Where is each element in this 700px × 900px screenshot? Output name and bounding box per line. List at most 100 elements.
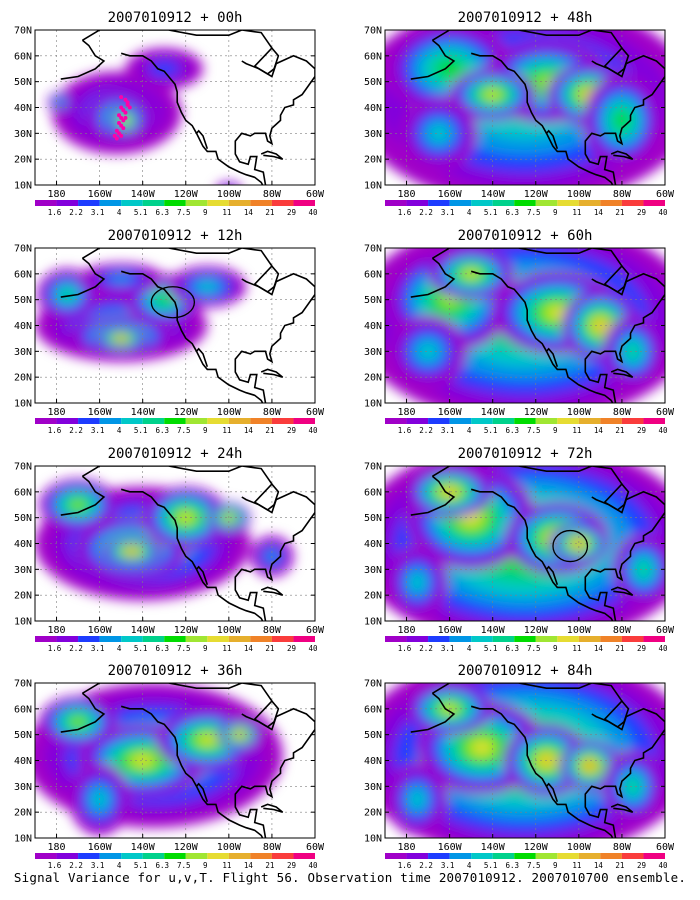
x-tick-label: 80W — [613, 189, 632, 200]
coastline — [470, 488, 614, 621]
contour-band — [118, 336, 124, 341]
contour-band — [429, 124, 448, 142]
colorbar-swatch — [78, 418, 100, 424]
y-tick-label: 60N — [364, 51, 382, 62]
x-tick-label: 120W — [174, 189, 199, 200]
coastline — [241, 47, 280, 75]
contour-band — [626, 344, 639, 359]
x-tick-label: 180 — [48, 189, 66, 200]
coastline — [431, 466, 665, 621]
x-tick-label: 160W — [438, 625, 463, 636]
variance-field — [385, 248, 665, 403]
x-tick-label: 80W — [613, 407, 632, 418]
panel-title: 2007010912 + 72h — [458, 446, 593, 462]
colorbar-swatch — [142, 853, 165, 859]
colorbar-label: 6.3 — [155, 861, 169, 870]
contour-band — [198, 281, 217, 292]
y-tick-label: 40N — [364, 539, 382, 550]
y-tick-label: 50N — [14, 513, 32, 524]
x-tick-label: 140W — [481, 189, 506, 200]
colorbar-label: 21 — [615, 208, 624, 217]
x-tick-label: 140W — [131, 407, 156, 418]
y-tick-label: 60N — [14, 269, 32, 280]
colorbar-swatch — [449, 636, 472, 642]
y-tick-label: 60N — [364, 704, 382, 715]
x-tick-label: 120W — [174, 842, 199, 853]
colorbar-label: 29 — [637, 426, 646, 435]
x-tick-label: 60W — [656, 189, 675, 200]
coastline — [410, 475, 456, 516]
colorbar-label: 11 — [572, 644, 581, 653]
y-tick-label: 40N — [14, 539, 32, 550]
coastline — [195, 565, 209, 586]
contour-band — [438, 61, 461, 77]
colorbar-label: 40 — [308, 426, 318, 435]
colorbar-label: 4 — [467, 208, 472, 217]
colorbar-swatch — [99, 418, 122, 424]
colorbar-label: 9 — [553, 426, 558, 435]
x-tick-label: 80W — [263, 407, 282, 418]
x-tick-label: 100W — [567, 842, 592, 853]
coastline — [81, 30, 315, 185]
coastline — [591, 700, 630, 728]
colorbar-label: 14 — [594, 426, 604, 435]
y-tick-label: 40N — [14, 103, 32, 114]
colorbar-label: 14 — [244, 644, 254, 653]
colorbar-label: 6.3 — [505, 861, 519, 870]
colorbar-swatch — [600, 418, 622, 424]
contour-band — [419, 342, 438, 360]
colorbar-swatch — [578, 418, 601, 424]
coastline — [241, 483, 280, 511]
x-tick-label: 100W — [217, 189, 242, 200]
colorbar-swatch — [293, 200, 315, 206]
colorbar-swatch — [78, 636, 100, 642]
y-tick-label: 30N — [364, 129, 382, 140]
colorbar-label: 11 — [222, 644, 231, 653]
x-tick-label: 140W — [131, 189, 156, 200]
panel: 2007010912 + 60h 10N 20N 30N 40N 50N 60N 70N 180… — [364, 228, 675, 435]
y-tick-label: 20N — [364, 155, 382, 166]
colorbar-label: 7.5 — [177, 426, 191, 435]
colorbar-swatch — [35, 853, 57, 859]
colorbar-label: 3.1 — [91, 644, 105, 653]
panel: 2007010912 + 36h 10N 20N 30N 40N 50N 60N 70N 180… — [14, 663, 325, 870]
y-tick-label: 30N — [364, 782, 382, 793]
y-tick-label: 30N — [14, 129, 32, 140]
colorbar-swatch — [492, 853, 515, 859]
y-tick-label: 20N — [14, 373, 32, 384]
coastline — [591, 483, 630, 511]
coastline — [120, 705, 264, 838]
y-tick-label: 20N — [14, 591, 32, 602]
y-tick-label: 30N — [14, 347, 32, 358]
y-tick-label: 50N — [14, 77, 32, 88]
colorbar-swatch — [56, 200, 79, 206]
variance-field — [385, 466, 665, 621]
contour-band — [548, 307, 566, 318]
colorbar-label: 9 — [553, 208, 558, 217]
y-tick-label: 30N — [14, 782, 32, 793]
colorbar-label: 4 — [117, 426, 122, 435]
field-blobs — [35, 478, 294, 601]
colorbar-label: 5.1 — [134, 644, 148, 653]
coastline — [120, 488, 264, 621]
x-tick-label: 100W — [567, 407, 592, 418]
colorbar-swatch — [557, 200, 579, 206]
y-tick-label: 40N — [364, 321, 382, 332]
colorbar-swatch — [271, 418, 294, 424]
panel: 2007010912 + 00h 10N 20N 30N 40N 50N 60N 70N 180… — [14, 10, 325, 217]
colorbar-swatch — [600, 636, 622, 642]
colorbar-label: 6.3 — [505, 426, 519, 435]
variance-field — [385, 683, 665, 838]
y-tick-label: 40N — [14, 756, 32, 767]
colorbar-label: 1.6 — [398, 861, 412, 870]
colorbar-swatch — [428, 200, 450, 206]
colorbar-swatch — [600, 200, 622, 206]
colorbar-swatch — [621, 200, 644, 206]
coastline — [60, 39, 106, 80]
colorbar-swatch — [535, 200, 558, 206]
colorbar-label: 11 — [222, 861, 231, 870]
coastline — [545, 129, 559, 150]
colorbar-swatch — [293, 418, 315, 424]
contour-band — [57, 99, 64, 105]
colorbar-label: 2.2 — [69, 208, 83, 217]
